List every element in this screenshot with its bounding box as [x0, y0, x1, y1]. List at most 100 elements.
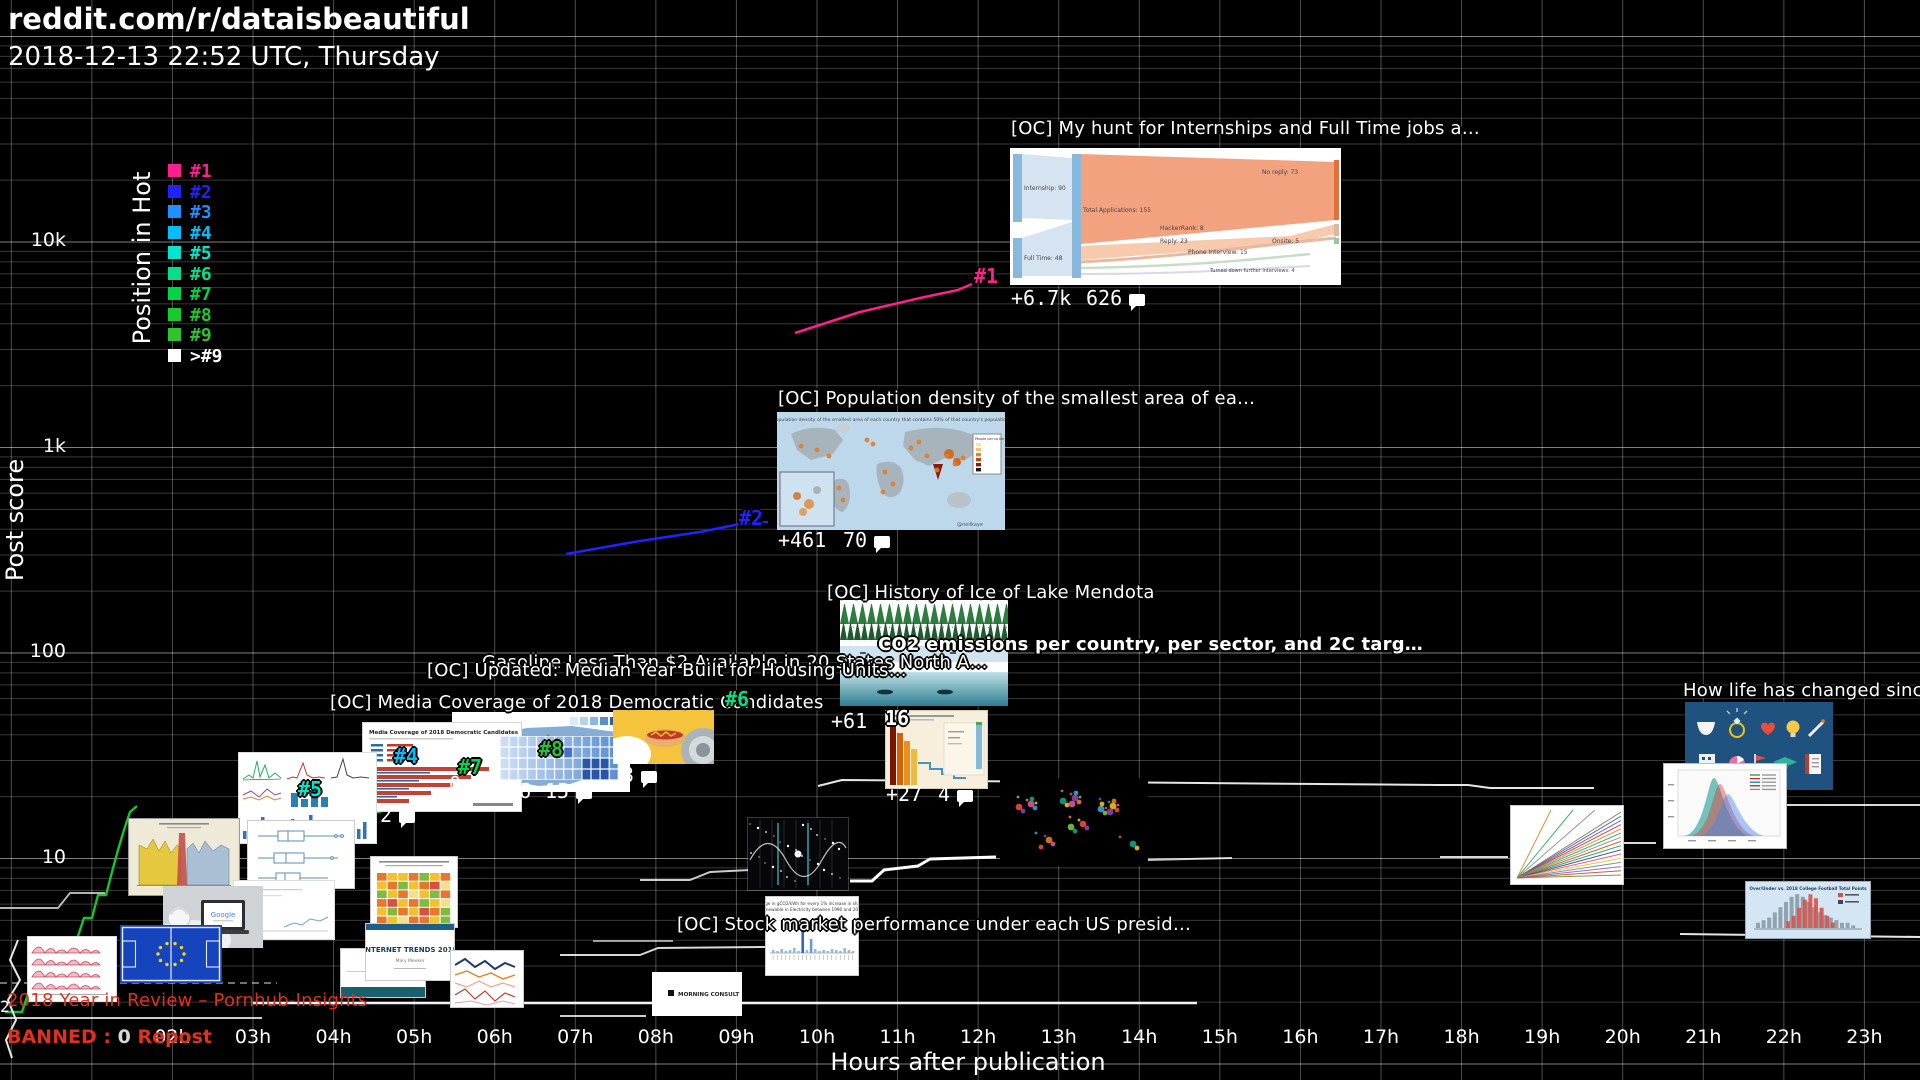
density-legend — [1750, 774, 1776, 791]
comment-icon — [641, 771, 658, 788]
legend-swatch — [168, 348, 181, 362]
x-tick-label: 18h — [1443, 1026, 1480, 1048]
moon-dot — [794, 850, 802, 858]
count-label: 70 — [843, 528, 891, 553]
legend-label: #1 — [190, 161, 212, 182]
mustard — [650, 731, 677, 737]
rank-marker-1: #1 — [974, 264, 999, 288]
legend-swatch — [168, 184, 181, 198]
y-tick-label: 1k — [42, 434, 66, 457]
thumbnail-box-plots — [247, 820, 355, 889]
world-map-dots — [1015, 789, 1140, 851]
thumbnail-survey-heatmap — [370, 856, 458, 928]
legend-item-4: #4 — [168, 223, 212, 244]
sankey-label: Internship: 90 — [1024, 185, 1066, 192]
map-legend-swatches — [570, 717, 618, 725]
x-tick-label: 17h — [1362, 1026, 1400, 1048]
count-label: 4 — [938, 782, 974, 807]
count-label: +61 — [831, 709, 868, 733]
x-tick-label: 06h — [476, 1026, 513, 1048]
series-line-white-step-13 — [0, 892, 105, 909]
thumbnail-morning-consult: MORNING CONSULT — [652, 972, 742, 1016]
count-label: 3 — [622, 763, 658, 788]
count-label: +27 — [886, 782, 923, 806]
x-tick-label: 20h — [1604, 1026, 1641, 1048]
submarine — [877, 689, 893, 695]
series-line-white-step-14 — [640, 869, 751, 881]
legend-swatch — [168, 328, 181, 341]
x-tick-label: 19h — [1524, 1026, 1561, 1048]
y-tick-label: 10k — [30, 229, 66, 251]
svg-text:Total Applications: 155: Total Applications: 155 — [1082, 207, 1151, 214]
legend-swatch — [168, 205, 181, 218]
thumbnail-internet-trends: INTERNET TRENDS 2018 Mary Meeker — [365, 923, 455, 981]
diaper-icon — [1697, 722, 1715, 735]
x-tick-label: 08h — [637, 1026, 674, 1048]
thumbnail-hotdog-stadium — [613, 710, 714, 764]
x-tick-label: 14h — [1121, 1026, 1158, 1048]
legend-swatch — [168, 266, 181, 280]
removed-post-pornhub: 2018 Year in Review – Pornhub-Insights — [7, 990, 368, 1011]
legend-label: #7 — [190, 284, 212, 305]
legend-item-9: >#9 — [168, 346, 223, 367]
count-label: 15 — [545, 779, 593, 804]
post-title-co2: CO2 emissions per country, per sector, a… — [878, 634, 1423, 655]
count-label: 626 — [1086, 286, 1146, 311]
y-tick-label: 10 — [41, 845, 66, 868]
legend-item-6: #6 — [168, 264, 212, 285]
series-line-white-step-5 — [850, 855, 997, 883]
x-tick-label: 16h — [1282, 1026, 1319, 1048]
x-tick-label: 02h — [154, 1026, 191, 1048]
football-title: Over/Under vs. 2018 College Football Tot… — [1749, 886, 1867, 891]
x-tick-label: 13h — [1040, 1026, 1077, 1048]
comment-icon — [576, 787, 593, 804]
legend-label: #2 — [190, 181, 212, 203]
x-tick-label: 03h — [234, 1026, 272, 1048]
legend-swatch — [168, 287, 181, 300]
x-tick-label: 12h — [960, 1026, 997, 1048]
legend-item-3: #3 — [168, 202, 212, 223]
continent-south-america — [833, 478, 851, 512]
fan-lines — [1516, 809, 1622, 879]
thumbnail-ridgeline-chart — [27, 936, 117, 1002]
svg-text:HackerRank: 8: HackerRank: 8 — [1160, 225, 1204, 232]
thumbnail-line-chart-navy — [450, 950, 524, 1008]
rank-marker-2: #2 — [739, 506, 764, 530]
svg-text:Phone Interview: 15: Phone Interview: 15 — [1188, 249, 1248, 256]
svg-text:Turned down further interviews: Turned down further interviews: 4 — [1209, 268, 1295, 274]
comment-icon — [957, 790, 974, 807]
x-tick-label: 15h — [1201, 1026, 1238, 1048]
count-label: 2 — [380, 803, 416, 828]
series-line-white-squiggle — [5, 939, 21, 1059]
legend-label: #4 — [190, 222, 212, 244]
page-title: reddit.com/r/dataisbeautiful — [8, 2, 470, 36]
banned-label: BANNED : 0 Repost — [7, 1026, 212, 1048]
banned-prefix: BANNED : — [7, 1026, 111, 1048]
heart-icon — [1761, 722, 1775, 735]
series-line-rank1-line — [794, 282, 973, 335]
rank-marker-8: #8 — [539, 737, 564, 761]
gco2-title-1: Change in gCO2/kWh for every 1% increase… — [766, 901, 858, 906]
legend-swatch — [168, 246, 181, 259]
google-logo-text: Google — [211, 911, 236, 919]
thumbnail-co2-chart — [885, 710, 988, 789]
sankey-node-internship — [1013, 154, 1022, 222]
y2-axis-label: Position in Hot — [128, 171, 156, 345]
legend-item-8: #8 — [168, 305, 212, 326]
series-line-white-step-2 — [560, 946, 767, 956]
cigarette-icon — [1807, 720, 1825, 738]
legend-swatch — [168, 225, 181, 239]
thumbnail-fan-line-chart — [1510, 805, 1624, 885]
post-title-population: [OC] Population density of the smallest … — [778, 388, 1256, 409]
internet-trends-title: INTERNET TRENDS 2018 — [366, 946, 454, 954]
gco2-bars — [772, 925, 855, 960]
x-tick-label: 04h — [315, 1026, 352, 1048]
count-label: +6.7k — [1011, 286, 1072, 310]
legend-item-5: #5 — [168, 243, 212, 264]
legend-label: #9 — [190, 325, 212, 346]
x-tick-label: 11h — [879, 1026, 916, 1048]
football-bars — [1756, 894, 1856, 928]
thumbnail-eu-soccer-field — [120, 925, 222, 983]
rank-marker-6: #6 — [725, 687, 750, 711]
